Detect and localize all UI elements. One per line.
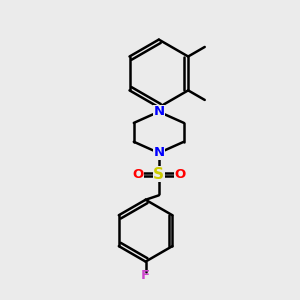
- Text: N: N: [153, 105, 164, 118]
- Text: O: O: [174, 168, 186, 181]
- Text: N: N: [153, 146, 164, 159]
- Text: S: S: [153, 167, 164, 182]
- Text: O: O: [132, 168, 143, 181]
- Text: F: F: [141, 269, 150, 282]
